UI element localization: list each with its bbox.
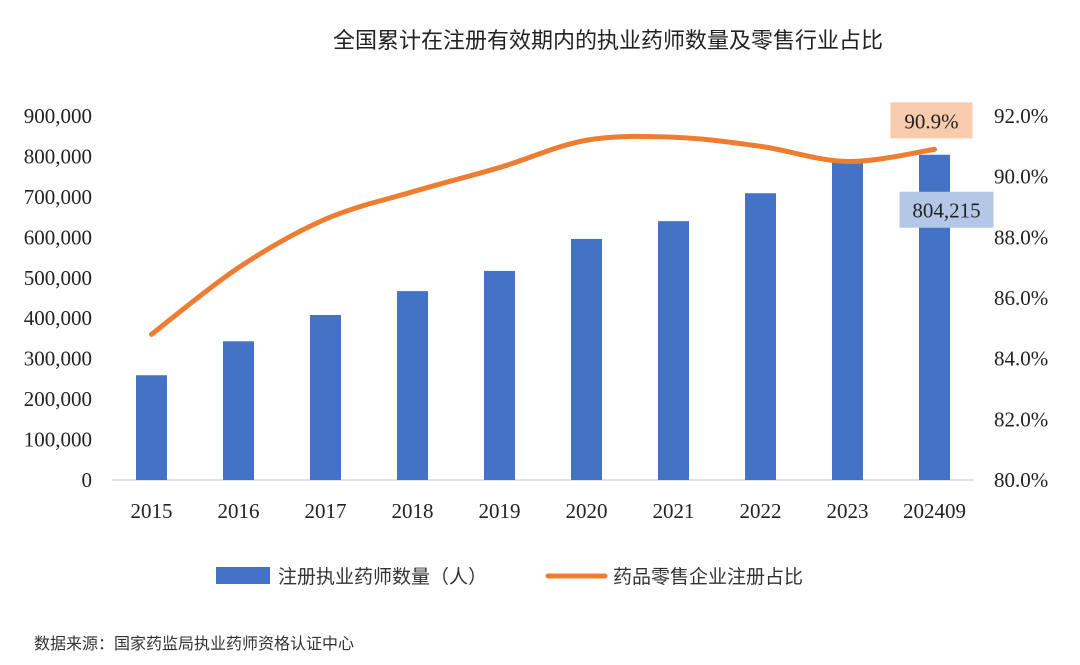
bar [832,160,863,480]
bar-data-label-bg [899,191,994,228]
legend-bar-swatch [216,567,270,584]
left-tick-label: 800,000 [24,144,92,168]
x-tick-label: 202409 [903,499,966,523]
bar [223,341,254,480]
line-data-label-bg [890,102,973,139]
left-tick-label: 300,000 [24,347,92,371]
left-tick-label: 900,000 [24,104,92,128]
x-tick-label: 2016 [218,499,260,523]
left-axis: 0 100,000 200,000 300,000 400,000 500,000 600,… [24,104,92,492]
left-tick-label: 500,000 [24,266,92,290]
x-tick-label: 2019 [479,499,521,523]
line-data-label: 90.9% [904,109,958,133]
x-tick-label: 2023 [827,499,869,523]
right-tick-label: 88.0% [994,225,1048,249]
left-tick-label: 200,000 [24,387,92,411]
legend: 注册执业药师数量（人） 药品零售企业注册占比 [216,566,803,588]
line-series [149,133,937,337]
annotations: 90.9% 804,215 [890,102,994,228]
x-tick-label: 2022 [740,499,782,523]
bar [310,314,341,480]
right-tick-label: 90.0% [994,165,1048,189]
bar-data-label: 804,215 [912,199,980,223]
right-axis: 80.0% 82.0% 84.0% 86.0% 88.0% 90.0% 92.0% [994,104,1048,492]
bar [745,193,776,480]
x-tick-label: 2015 [131,499,173,523]
bar [136,375,167,480]
bar [397,291,428,480]
right-tick-label: 80.0% [994,468,1048,492]
x-tick-label: 2020 [566,499,608,523]
x-tick-label: 2021 [653,499,695,523]
left-tick-label: 0 [82,468,93,492]
left-tick-label: 100,000 [24,428,92,452]
chart-title: 全国累计在注册有效期内的执业药师数量及零售行业占比 [333,29,883,54]
bar [484,270,515,480]
left-tick-label: 400,000 [24,306,92,330]
legend-line-label: 药品零售企业注册占比 [613,566,803,588]
legend-bar-label: 注册执业药师数量（人） [278,566,487,588]
right-tick-label: 86.0% [994,286,1048,310]
x-tick-label: 2018 [392,499,434,523]
left-tick-label: 700,000 [24,185,92,209]
left-tick-label: 600,000 [24,225,92,249]
x-tick-label: 2017 [305,499,347,523]
bar [658,221,689,480]
x-axis: 2015 2016 2017 2018 2019 2020 2021 2022 2023 2024… [131,499,967,523]
right-tick-label: 82.0% [994,407,1048,431]
bar [571,238,602,480]
bar-series [136,154,950,480]
right-tick-label: 92.0% [994,104,1048,128]
right-tick-label: 84.0% [994,347,1048,371]
source-note: 数据来源：国家药监局执业药师资格认证中心 [34,634,354,653]
